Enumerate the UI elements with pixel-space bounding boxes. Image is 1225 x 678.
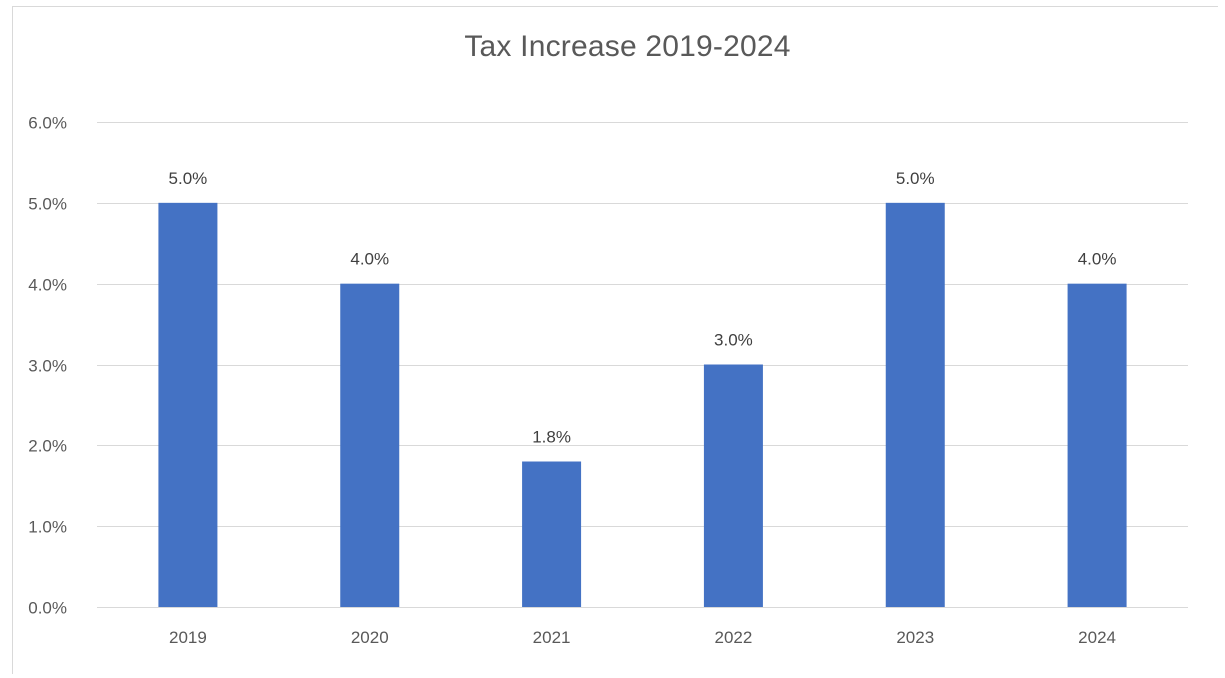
data-label-2024: 4.0%: [1078, 250, 1117, 269]
y-tick-label: 6.0%: [28, 114, 67, 133]
bar-2022: [703, 364, 763, 607]
data-label-2023: 5.0%: [896, 169, 935, 188]
bars: [158, 202, 1127, 608]
x-axis-tick-labels: 2019 2020 2021 2022 2023 2024: [169, 628, 1116, 647]
chart-frame: [12, 6, 1218, 674]
y-tick-label: 2.0%: [28, 437, 67, 456]
y-tick-label: 4.0%: [28, 276, 67, 295]
data-label-2019: 5.0%: [169, 169, 208, 188]
x-tick-label-2019: 2019: [169, 628, 207, 647]
chart-title: Tax Increase 2019-2024: [464, 30, 791, 63]
x-tick-label-2021: 2021: [533, 628, 571, 647]
bar-2021: [522, 461, 582, 607]
bar-2019: [158, 202, 218, 608]
data-label-2021: 1.8%: [532, 428, 571, 447]
data-label-2020: 4.0%: [350, 250, 389, 269]
y-tick-label: 1.0%: [28, 518, 67, 537]
gridlines: [97, 122, 1188, 608]
y-tick-label: 3.0%: [28, 357, 67, 376]
x-tick-label-2023: 2023: [896, 628, 934, 647]
bar-2020: [340, 283, 400, 607]
bar-2024: [1067, 283, 1127, 607]
y-tick-label: 5.0%: [28, 195, 67, 214]
x-tick-label-2022: 2022: [715, 628, 753, 647]
data-labels: 5.0% 4.0% 1.8% 3.0% 5.0% 4.0%: [169, 169, 1117, 447]
y-tick-label: 0.0%: [28, 599, 67, 618]
x-tick-label-2020: 2020: [351, 628, 389, 647]
x-tick-label-2024: 2024: [1078, 628, 1116, 647]
data-label-2022: 3.0%: [714, 331, 753, 350]
bar-2023: [885, 202, 945, 608]
y-axis-tick-labels: 0.0% 1.0% 2.0% 3.0% 4.0% 5.0% 6.0%: [28, 114, 67, 618]
